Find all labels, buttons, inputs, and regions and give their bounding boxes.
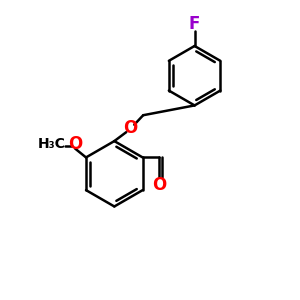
Text: H₃C: H₃C xyxy=(38,137,66,151)
Text: F: F xyxy=(189,15,200,33)
Text: O: O xyxy=(123,119,137,137)
Text: O: O xyxy=(68,135,82,153)
Text: O: O xyxy=(152,176,166,194)
